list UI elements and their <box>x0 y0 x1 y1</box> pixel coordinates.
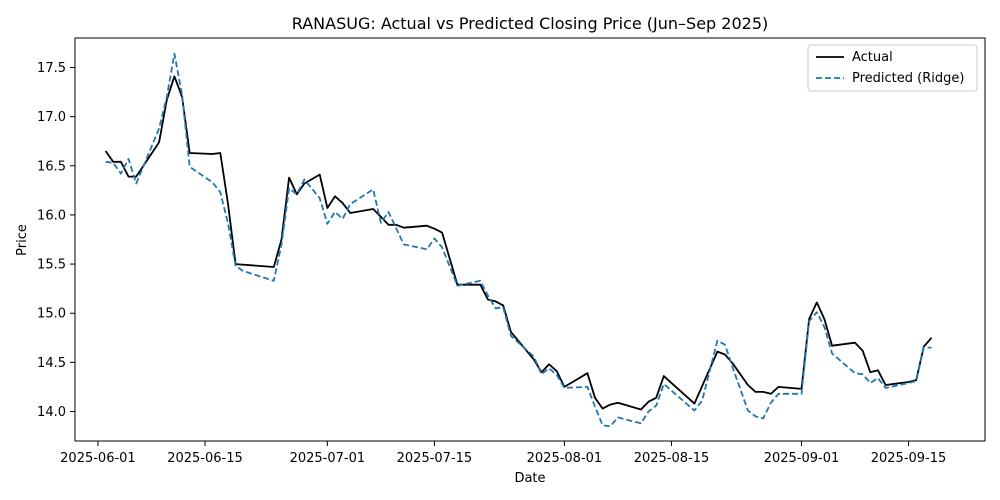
plot-frame <box>74 37 986 442</box>
x-tick-label: 2025-09-15 <box>871 451 947 466</box>
y-tick-label: 16.0 <box>37 208 66 223</box>
y-tick-label: 15.5 <box>37 258 66 273</box>
chart-title: RANASUG: Actual vs Predicted Closing Pri… <box>292 14 769 33</box>
x-tick-label: 2025-07-15 <box>397 451 473 466</box>
y-tick-label: 14.5 <box>37 356 66 371</box>
legend-box <box>807 44 978 92</box>
y-axis-label: Price <box>15 224 30 256</box>
plot-area <box>104 52 933 428</box>
legend-label-actual: Actual <box>852 50 893 65</box>
x-tick-label: 2025-06-01 <box>60 451 136 466</box>
x-axis: 2025-06-01 2025-06-15 2025-07-01 2025-07-15… <box>60 441 946 466</box>
legend-label-predicted: Predicted (Ridge) <box>852 71 964 86</box>
x-tick-label: 2025-08-01 <box>527 451 603 466</box>
x-tick-label: 2025-09-01 <box>764 451 840 466</box>
y-tick-label: 17.5 <box>37 61 66 76</box>
x-axis-label: Date <box>514 471 545 486</box>
y-tick-label: 16.5 <box>37 159 66 174</box>
y-tick-label: 17.0 <box>37 110 66 125</box>
x-tick-label: 2025-08-15 <box>634 451 710 466</box>
x-tick-label: 2025-07-01 <box>290 451 366 466</box>
y-axis: 14.0 14.5 15.0 15.5 16.0 16.5 17.0 17.5 <box>37 61 75 420</box>
y-tick-label: 15.0 <box>37 307 66 322</box>
x-tick-label: 2025-06-15 <box>167 451 243 466</box>
series-line-actual <box>104 75 933 411</box>
legend: Actual Predicted (Ridge) <box>807 44 978 92</box>
series-line-predicted <box>105 52 932 428</box>
y-tick-label: 14.0 <box>37 405 66 420</box>
